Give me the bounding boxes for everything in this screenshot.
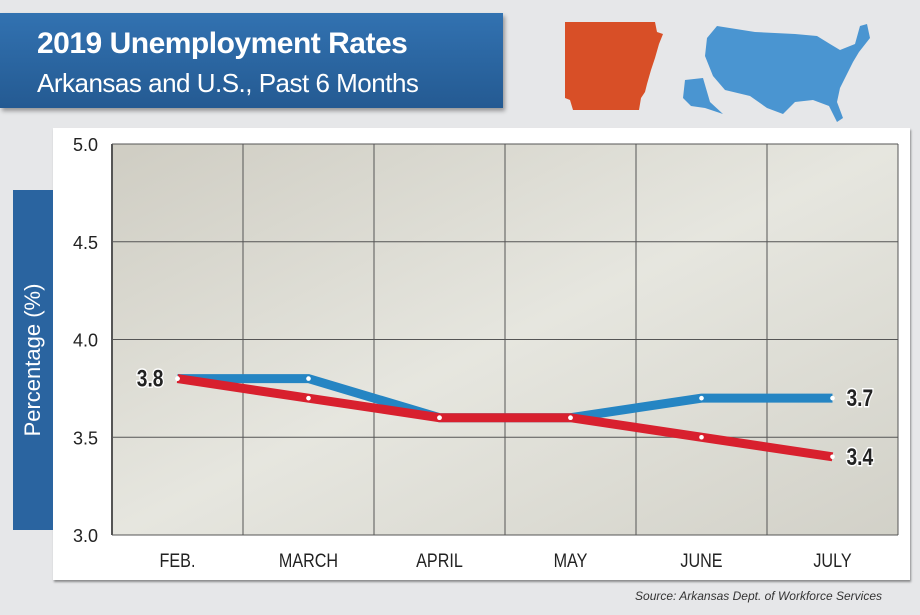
title-banner: 2019 Unemployment Rates Arkansas and U.S…	[0, 13, 503, 108]
y-tick-label: 4.5	[73, 233, 98, 253]
y-tick-label: 5.0	[73, 135, 98, 155]
x-tick-label: APRIL	[416, 550, 463, 572]
data-point	[830, 395, 835, 401]
source-note: Source: Arkansas Dept. of Workforce Serv…	[635, 589, 882, 603]
y-tick-label: 3.0	[73, 526, 98, 546]
data-point	[699, 434, 704, 440]
y-axis-label-box	[13, 190, 53, 530]
data-point	[830, 454, 835, 460]
arkansas-map-icon	[565, 22, 663, 110]
chart-subtitle: Arkansas and U.S., Past 6 Months	[37, 68, 419, 98]
data-point	[699, 395, 704, 401]
x-tick-label: MAY	[554, 550, 588, 572]
x-tick-label: JULY	[813, 550, 851, 572]
data-point	[306, 376, 311, 381]
us-map-icon	[683, 24, 870, 122]
chart-title: 2019 Unemployment Rates	[37, 27, 408, 60]
data-point	[175, 376, 180, 381]
x-tick-label: JUNE	[680, 550, 722, 572]
data-point	[306, 395, 311, 401]
data-point	[437, 415, 442, 421]
data-label: 3.7	[847, 384, 874, 412]
y-tick-label: 4.0	[73, 331, 98, 351]
maps	[565, 22, 870, 122]
x-tick-label: MARCH	[279, 550, 338, 572]
data-label: 3.8	[137, 365, 164, 393]
y-tick-label: 3.5	[73, 428, 98, 448]
data-label: 3.4	[847, 443, 874, 471]
series-line-1	[176, 374, 834, 462]
data-point	[568, 415, 573, 421]
x-tick-label: FEB.	[160, 550, 196, 572]
